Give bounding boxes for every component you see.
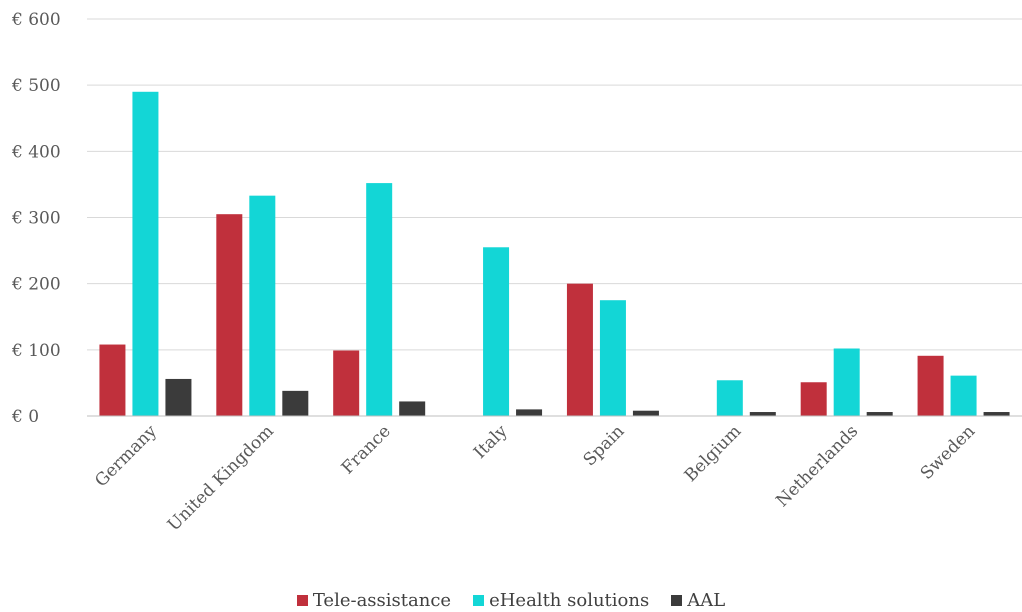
gridlines — [87, 18, 1022, 351]
bar-spain-ehealth-solutions — [599, 300, 626, 416]
bar-france-aal — [399, 401, 426, 416]
bar-italy-ehealth-solutions — [483, 247, 510, 416]
x-tick-label-netherlands: Netherlands — [772, 421, 862, 511]
bar-germany-ehealth-solutions — [132, 91, 159, 417]
bar-united-kingdom-ehealth-solutions — [249, 195, 276, 416]
bar-germany-aal — [165, 378, 192, 416]
legend: Tele-assistance eHealth solutions AAL — [0, 588, 1022, 612]
bar-france-ehealth-solutions — [366, 183, 393, 416]
bar-sweden-aal — [983, 412, 1010, 416]
legend-label-tele-assistance: Tele-assistance — [312, 589, 452, 611]
bar-spain-tele-assistance — [566, 283, 593, 416]
y-tick-label: € 200 — [11, 275, 61, 295]
legend-item-ehealth-solutions: eHealth solutions — [473, 590, 649, 611]
bar-united-kingdom-aal — [282, 390, 309, 416]
legend-swatch-tele-assistance — [296, 594, 308, 606]
bar-belgium-ehealth-solutions — [716, 380, 743, 416]
x-axis-tick-labels: Germany United Kingdom France Italy Spain Bel… — [91, 421, 979, 535]
y-tick-label: € 500 — [11, 76, 61, 96]
bar-sweden-ehealth-solutions — [950, 375, 977, 416]
bar-chart: € 0 € 100 € 200 € 300 € 400 € 500 € 600 German… — [11, 10, 1022, 535]
legend-item-tele-assistance: Tele-assistance — [296, 589, 452, 611]
bar-netherlands-ehealth-solutions — [833, 348, 860, 416]
y-axis-tick-labels: € 0 € 100 € 200 € 300 € 400 € 500 € 600 — [11, 10, 61, 427]
y-tick-label: € 100 — [11, 341, 61, 361]
x-tick-label-sweden: Sweden — [917, 421, 979, 483]
legend-label-aal: AAL — [687, 589, 726, 611]
legend-swatch-ehealth-solutions — [473, 594, 485, 606]
bar-netherlands-aal — [866, 412, 893, 416]
y-tick-label: € 0 — [11, 407, 39, 427]
bar-united-kingdom-tele-assistance — [216, 214, 243, 416]
x-tick-label-spain: Spain — [580, 421, 629, 470]
x-tick-label-italy: Italy — [470, 421, 512, 463]
bar-france-tele-assistance — [333, 350, 360, 416]
legend-label-ehealth-solutions: eHealth solutions — [489, 589, 650, 611]
legend-swatch-aal — [671, 594, 683, 606]
y-tick-label: € 400 — [11, 142, 61, 162]
bar-spain-aal — [632, 410, 659, 416]
bar-belgium-aal — [749, 412, 776, 416]
bar-germany-tele-assistance — [99, 344, 126, 416]
bar-netherlands-tele-assistance — [800, 382, 827, 416]
x-tick-label-belgium: Belgium — [681, 421, 746, 486]
legend-item-aal: AAL — [671, 590, 725, 611]
y-tick-label: € 600 — [11, 10, 61, 30]
x-tick-label-germany: Germany — [91, 421, 161, 491]
bar-italy-aal — [516, 409, 543, 416]
bars — [99, 91, 1010, 417]
x-tick-label-france: France — [338, 421, 395, 478]
x-tick-label-united-kingdom: United Kingdom — [164, 421, 278, 535]
bar-sweden-tele-assistance — [917, 355, 944, 416]
y-tick-label: € 300 — [11, 209, 61, 229]
